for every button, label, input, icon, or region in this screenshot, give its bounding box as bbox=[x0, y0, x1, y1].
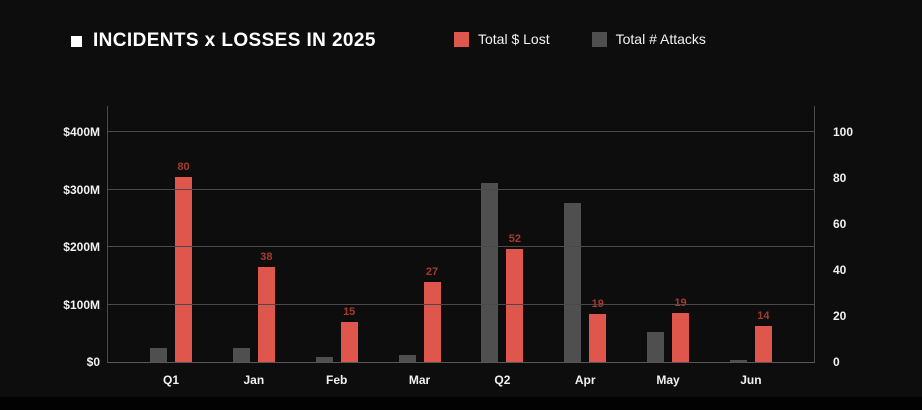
lost-bar-value-label: 80 bbox=[177, 160, 190, 173]
x-axis-category-label: Feb bbox=[326, 373, 348, 387]
lost-bar-value-label: 52 bbox=[508, 232, 521, 245]
attacks-bar bbox=[729, 359, 747, 362]
y-axis-right-tick-label: 100 bbox=[833, 125, 854, 139]
chart-title: INCIDENTS x LOSSES IN 2025 bbox=[93, 30, 376, 51]
y-axis-right-tick-label: 60 bbox=[833, 217, 847, 231]
gridline bbox=[108, 303, 814, 305]
y-axis-right-tick-label: 0 bbox=[833, 355, 840, 369]
lost-bar-value-label: 27 bbox=[425, 265, 439, 278]
chart-header: INCIDENTS x LOSSES IN 2025 Total $ Lost T… bbox=[0, 30, 922, 58]
y-axis-right-tick-label: 20 bbox=[833, 309, 847, 323]
x-axis-category-label: Q1 bbox=[162, 373, 179, 387]
legend-item[interactable]: Total $ Lost bbox=[454, 31, 550, 47]
attacks-bar bbox=[315, 357, 333, 362]
legend-item[interactable]: Total # Attacks bbox=[591, 31, 706, 47]
legend-swatch-icon bbox=[591, 31, 607, 47]
bar-group: 52 bbox=[481, 182, 524, 362]
legend-swatch-icon bbox=[454, 31, 469, 47]
bar-group: 27 bbox=[398, 266, 441, 362]
lost-bar-value-label: 38 bbox=[260, 250, 273, 263]
y-axis-left-tick-label: $0 bbox=[86, 355, 100, 369]
title-bullet-icon bbox=[71, 35, 82, 47]
attacks-bar bbox=[398, 355, 416, 362]
bar-group: 19 bbox=[647, 297, 690, 362]
lost-bar: 38 bbox=[257, 251, 275, 362]
x-axis-category-label: Apr bbox=[574, 373, 596, 387]
bar-group: 38 bbox=[232, 251, 275, 362]
lost-bar: 19 bbox=[672, 297, 690, 362]
bar-group: 15 bbox=[315, 306, 358, 362]
lost-bar: 15 bbox=[340, 306, 358, 362]
x-axis-labels: Q1 Jan Feb Mar Q2 Apr May Jun bbox=[108, 373, 814, 387]
x-axis-category-label: Q2 bbox=[494, 373, 511, 387]
x-axis-category-label: Mar bbox=[408, 373, 431, 387]
legend-label: Total # Attacks bbox=[615, 31, 706, 47]
lost-bar-value-label: 14 bbox=[757, 310, 770, 323]
lost-bar: 14 bbox=[754, 311, 772, 362]
y-axis-right-tick-label: 80 bbox=[833, 171, 847, 185]
y-axis-right-tick-label: 40 bbox=[833, 263, 847, 277]
y-axis-left-tick-label: $200M bbox=[63, 240, 100, 254]
legend-label: Total $ Lost bbox=[478, 31, 550, 47]
footer-strip bbox=[0, 397, 922, 410]
title-group: INCIDENTS x LOSSES IN 2025 bbox=[71, 30, 376, 52]
attacks-bar bbox=[232, 348, 250, 362]
x-axis-category-label: Jun bbox=[740, 373, 762, 387]
attacks-bar bbox=[647, 332, 665, 362]
bar-group: 80 bbox=[150, 161, 192, 362]
gridline bbox=[108, 131, 814, 132]
lost-bar-value-label: 19 bbox=[674, 297, 686, 309]
lost-bar-value-label: 15 bbox=[343, 305, 356, 318]
x-axis-category-label: Jan bbox=[243, 373, 265, 387]
lost-bar: 27 bbox=[423, 266, 441, 362]
x-axis-category-label: May bbox=[656, 373, 680, 387]
gridline bbox=[108, 246, 814, 247]
lost-bar: 19 bbox=[589, 298, 607, 362]
legend: Total $ Lost Total # Attacks bbox=[454, 31, 706, 47]
attacks-bar bbox=[564, 203, 582, 362]
gridline bbox=[108, 188, 814, 190]
attacks-bar bbox=[150, 348, 167, 362]
lost-bar: 80 bbox=[175, 161, 192, 362]
y-axis-left-tick-label: $300M bbox=[63, 182, 100, 197]
chart-plot-area: 8038152752191914 Q1JanFebMarQ2AprMayJun … bbox=[63, 106, 853, 387]
bar-group: 14 bbox=[729, 311, 772, 362]
bar-group: 19 bbox=[564, 203, 607, 362]
bars-row: 80 38 15 27 52 19 19 14 bbox=[108, 161, 814, 362]
lost-bar: 52 bbox=[506, 233, 524, 362]
attacks-bar bbox=[481, 182, 499, 362]
y-axis-left-tick-label: $400M bbox=[63, 125, 100, 139]
y-axis-left-tick-label: $100M bbox=[63, 297, 100, 312]
